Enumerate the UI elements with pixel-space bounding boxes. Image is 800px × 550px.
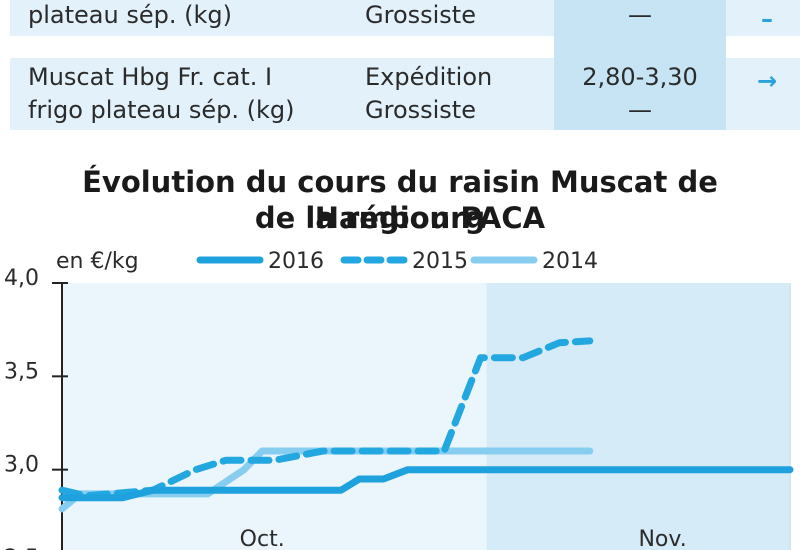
x-tick-label: Nov.	[638, 527, 686, 550]
market-type: Grossiste	[365, 1, 476, 29]
trend-icon: →	[756, 67, 778, 95]
y-tick-label: 2,5	[4, 546, 39, 550]
price-value: —	[628, 96, 652, 124]
y-tick-label: 4,0	[4, 266, 39, 291]
product-name: frigo plateau sép. (kg)	[28, 96, 295, 124]
line-chart: 4,0 3,5 3,0 2,5 en €/kg Oct. Nov. 2016 2015 2014	[4, 249, 794, 550]
price-table: plateau sép. (kg) Grossiste — – Muscat H…	[0, 0, 800, 140]
legend-label: 2016	[268, 249, 324, 274]
series-line-2016	[58, 466, 794, 502]
chart-title: Évolution du cours du raisin Muscat de H…	[82, 165, 718, 235]
shaded-month-region	[486, 283, 790, 550]
y-axis-label: en €/kg	[56, 249, 139, 274]
product-name: Muscat Hbg Fr. cat. I	[28, 63, 273, 91]
market-type: Expédition	[365, 63, 493, 91]
trend-icon: –	[761, 5, 773, 33]
y-tick-label: 3,0	[4, 453, 39, 478]
price-column	[554, 0, 726, 130]
legend-label: 2015	[412, 249, 468, 274]
x-tick-label: Oct.	[240, 527, 285, 550]
chart-title: de la région PACA	[254, 201, 546, 235]
price-value: 2,80-3,30	[582, 63, 698, 91]
price-value: —	[628, 1, 652, 29]
legend-label: 2014	[542, 249, 598, 274]
market-type: Grossiste	[365, 96, 476, 124]
y-tick-label: 3,5	[4, 359, 39, 384]
product-name: plateau sép. (kg)	[28, 1, 232, 29]
